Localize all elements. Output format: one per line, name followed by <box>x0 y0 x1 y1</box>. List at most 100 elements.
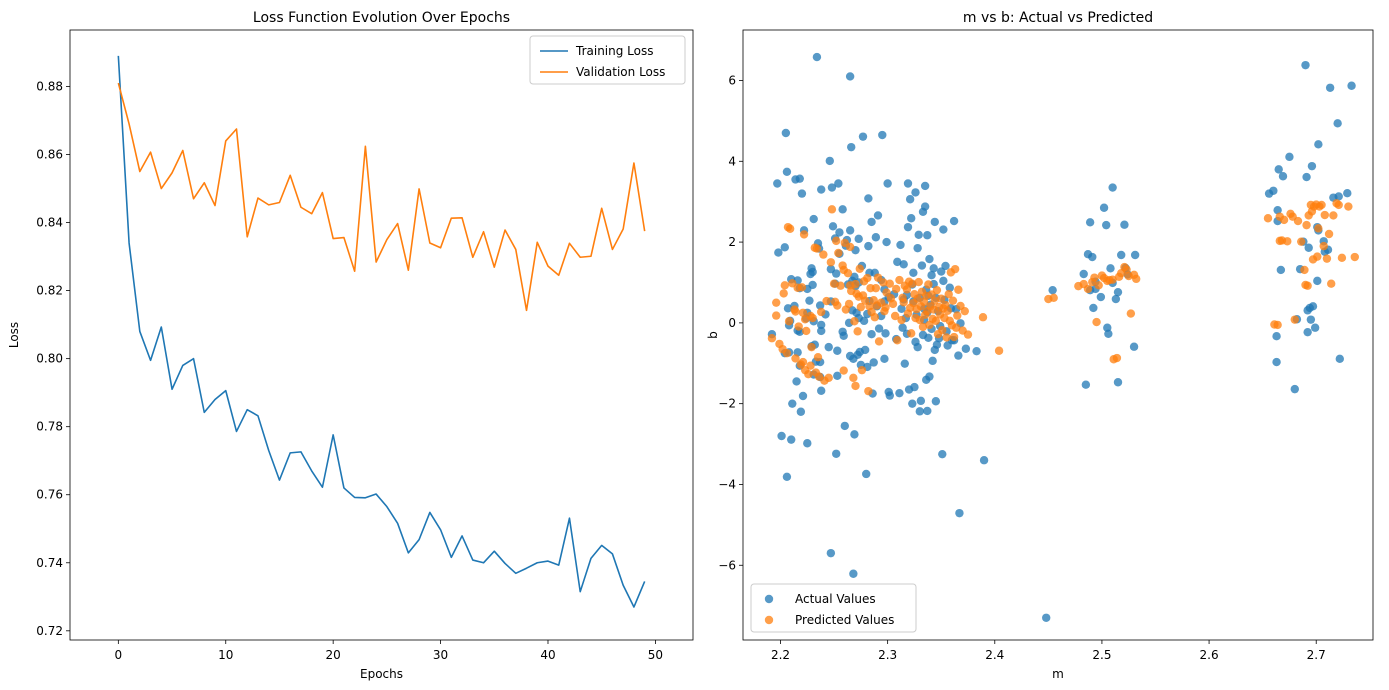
scatter-point <box>1320 210 1329 220</box>
scatter-point <box>1319 241 1328 251</box>
scatter-point <box>782 348 792 358</box>
scatter-point <box>950 264 960 274</box>
scatter-point <box>954 351 963 360</box>
scatter-point <box>824 373 833 383</box>
x-tick-label: 50 <box>648 648 663 662</box>
scatter-point <box>870 313 879 322</box>
chart-title: m vs b: Actual vs Predicted <box>963 10 1153 26</box>
scatter-point <box>863 273 872 283</box>
scatter-point <box>1099 203 1109 212</box>
scatter-point <box>1334 192 1343 201</box>
scatter-point <box>845 226 855 235</box>
scatter-point <box>853 327 862 336</box>
scatter-point <box>858 132 868 141</box>
scatter-point <box>897 315 906 325</box>
x-tick-label: 10 <box>218 648 233 662</box>
scatter-point <box>1079 269 1088 279</box>
scatter-point <box>783 304 793 313</box>
scatter-point <box>924 333 933 343</box>
scatter-point <box>937 294 946 303</box>
plot-area <box>117 55 646 608</box>
scatter-point <box>1126 309 1136 318</box>
scatter-point <box>1334 200 1343 210</box>
scatter-point <box>913 243 922 253</box>
scatter-point <box>925 254 934 264</box>
scatter-point <box>1300 265 1309 275</box>
scatter-point <box>1090 273 1099 282</box>
scatter-point <box>1303 281 1312 290</box>
scatter-point <box>1279 215 1289 225</box>
x-tick-label: 30 <box>433 648 448 662</box>
scatter-point <box>895 388 904 398</box>
scatter-point <box>806 361 815 370</box>
scatter-point <box>949 216 959 226</box>
scatter-point <box>899 260 908 269</box>
scatter-point <box>918 322 928 332</box>
scatter-point <box>913 342 922 352</box>
y-tick-label: 0.78 <box>36 420 63 434</box>
scatter-point <box>855 264 864 273</box>
legend-label: Predicted Values <box>795 613 894 627</box>
scatter-point <box>798 391 808 401</box>
scatter-point <box>797 283 807 292</box>
axes-frame <box>69 29 694 641</box>
scatter-point <box>907 329 916 338</box>
scatter-point <box>1274 165 1283 174</box>
scatter-point <box>824 342 833 352</box>
scatter-point <box>1290 384 1299 394</box>
x-tick-label: 0 <box>115 648 123 662</box>
scatter-point <box>1083 284 1093 294</box>
scatter-point <box>836 281 845 290</box>
scatter-point <box>903 222 913 232</box>
scatter-point <box>1304 243 1313 252</box>
scatter-point <box>1102 220 1111 230</box>
scatter-point <box>899 298 908 307</box>
scatter-point <box>784 317 794 326</box>
scatter-point <box>915 315 924 325</box>
scatter-point <box>1343 189 1352 198</box>
scatter-point <box>867 217 876 227</box>
scatter-point <box>1337 253 1347 263</box>
y-axis-label: Loss <box>7 322 21 348</box>
scatter-point <box>780 243 789 252</box>
scatter-point <box>882 237 891 247</box>
y-tick-label: 0.74 <box>36 556 63 570</box>
scatter-point <box>898 323 907 332</box>
scatter-point <box>851 279 860 289</box>
scatter-point <box>827 183 837 192</box>
scatter-point <box>817 185 826 194</box>
scatter-point <box>839 331 848 341</box>
axes-frame <box>742 29 1374 641</box>
scatter-point <box>994 346 1004 355</box>
scatter-point <box>1350 252 1359 262</box>
scatter-point <box>972 346 981 356</box>
scatter-point <box>978 313 988 322</box>
scatter-point <box>777 431 786 441</box>
scatter-point <box>905 195 915 204</box>
scatter-point <box>939 276 948 286</box>
scatter-point <box>874 337 884 346</box>
scatter-point <box>857 365 867 375</box>
scatter-point <box>1310 323 1320 332</box>
scatter-point <box>832 449 841 458</box>
scatter-point <box>888 299 898 309</box>
scatter-point <box>1096 292 1106 302</box>
scatter-point <box>881 303 890 312</box>
scatter-point <box>1112 353 1122 363</box>
scatter-point <box>788 399 797 408</box>
scatter-point <box>1085 218 1095 227</box>
legend-box <box>750 583 917 633</box>
y-tick-label: 0.76 <box>36 488 63 502</box>
scatter-point <box>864 241 873 251</box>
scatter-point <box>932 340 942 349</box>
scatter-point <box>1106 264 1115 273</box>
scatter-point <box>794 322 803 331</box>
loss-chart: Loss Function Evolution Over Epochs 0 10 20… <box>7 10 694 681</box>
scatter-point <box>812 52 822 62</box>
scatter-point <box>1272 357 1281 367</box>
scatter-point <box>851 381 860 391</box>
scatter-point <box>834 179 843 188</box>
scatter-point <box>797 189 807 198</box>
scatter-point <box>911 188 920 197</box>
scatter-point <box>960 306 969 316</box>
